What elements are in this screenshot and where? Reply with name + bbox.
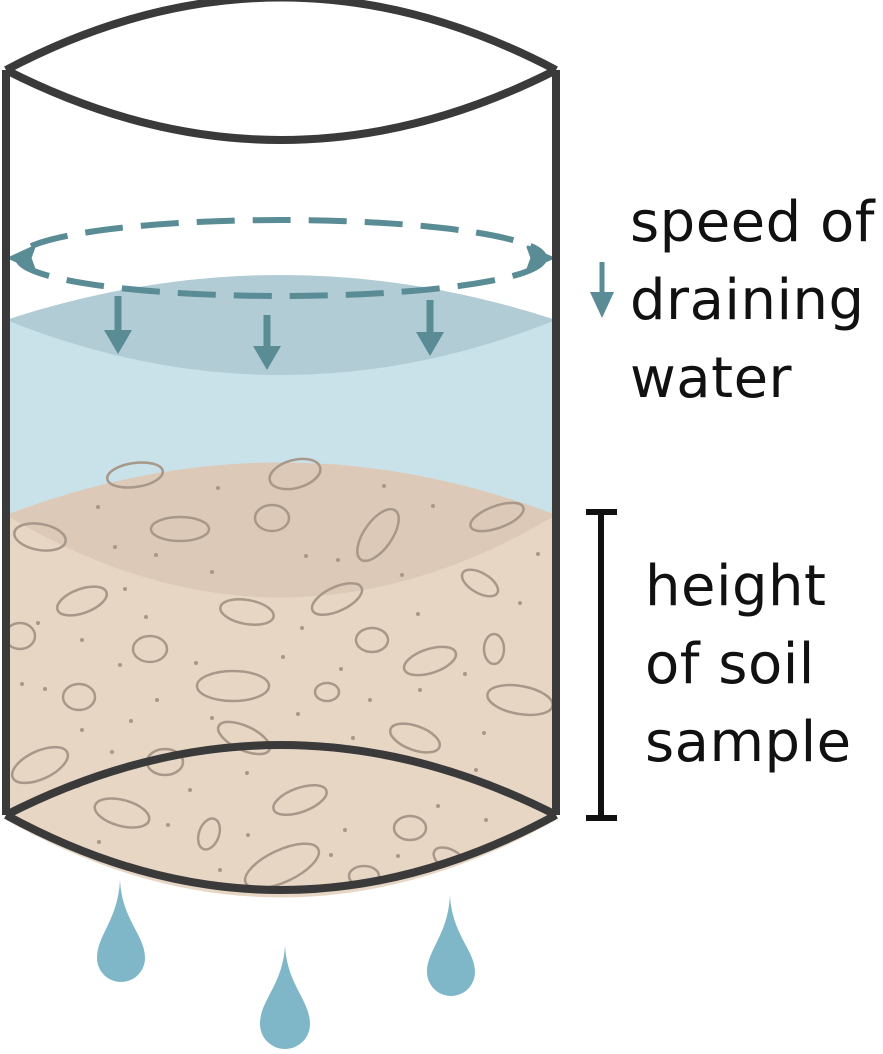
- speed-label: speed of draining water: [630, 184, 875, 418]
- height-label-line-1: height: [645, 554, 827, 619]
- water-drop-icon: [97, 880, 475, 1049]
- speed-label-line-1: speed of: [630, 190, 875, 255]
- soil-pebbles: [6, 457, 554, 890]
- height-label: height of soil sample: [645, 548, 852, 782]
- height-bracket-icon: [586, 509, 617, 821]
- speed-label-line-3: water: [630, 346, 793, 411]
- down-arrow-icon: [104, 330, 444, 370]
- height-label-line-2: of soil: [645, 632, 815, 697]
- dashed-ellipse-arrow-icon: [8, 217, 554, 299]
- speed-label-line-2: draining: [630, 268, 865, 333]
- water-surface: [6, 275, 556, 375]
- speed-arrow-icon: [590, 262, 614, 318]
- height-label-line-3: sample: [645, 710, 852, 775]
- soil-specks: [20, 484, 540, 872]
- cylinder-outline: [2, 0, 560, 894]
